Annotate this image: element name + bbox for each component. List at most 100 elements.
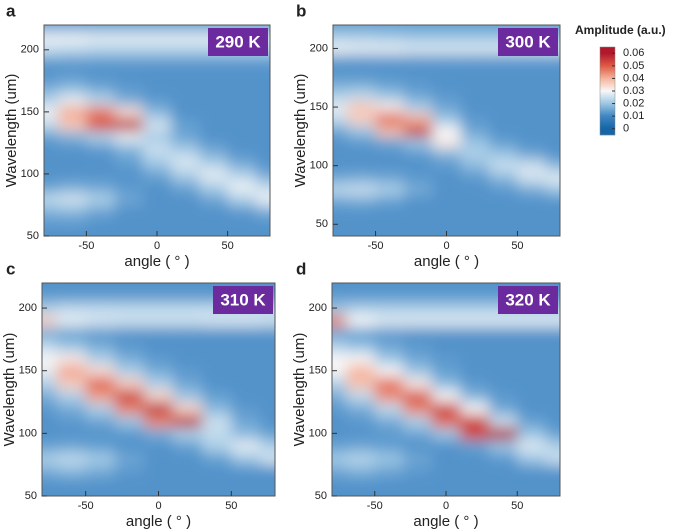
heat-cell	[227, 167, 257, 181]
heat-cell	[42, 326, 58, 340]
heat-cell	[202, 464, 232, 478]
colorbar-swatch	[600, 84, 615, 86]
heat-cell	[199, 155, 229, 169]
heat-cell	[460, 159, 490, 173]
colorbar-swatch	[600, 100, 615, 102]
heat-cell	[42, 439, 58, 453]
y-tick-label: 50	[27, 230, 39, 242]
heat-cell	[488, 389, 518, 403]
heat-cell	[545, 283, 560, 290]
heat-cell	[346, 402, 376, 416]
heat-cell	[333, 159, 348, 173]
heat-cell	[173, 364, 203, 378]
heat-cell	[333, 171, 348, 184]
heat-cell	[489, 171, 518, 184]
heat-cell	[173, 289, 203, 303]
heat-cell	[44, 43, 59, 57]
heat-cell	[347, 101, 377, 114]
heat-cell	[460, 148, 490, 161]
heat-cell	[375, 25, 405, 32]
heatmap	[44, 25, 270, 236]
heat-cell	[143, 283, 174, 290]
heat-cell	[545, 101, 560, 114]
heat-cell	[374, 314, 404, 328]
heat-cell	[173, 314, 203, 328]
heat-cell	[142, 43, 172, 57]
heat-cell	[488, 477, 518, 491]
heat-cell	[44, 217, 59, 231]
colorbar-swatch	[600, 93, 615, 95]
heat-cell	[42, 427, 58, 441]
heat-cell	[460, 477, 490, 491]
heat-cell	[346, 452, 376, 466]
heat-cell	[42, 402, 58, 416]
heat-cell	[346, 389, 376, 403]
heat-cell	[171, 31, 200, 45]
heat-cell	[114, 389, 145, 403]
heat-cell	[517, 326, 547, 340]
heat-cell	[260, 339, 275, 353]
heat-cell	[375, 171, 405, 184]
heat-cell	[114, 105, 144, 119]
y-tick-label: 50	[316, 218, 328, 230]
heat-cell	[255, 93, 270, 107]
y-tick-label: 200	[21, 44, 39, 56]
heat-cell	[489, 112, 518, 126]
heat-cell	[333, 66, 348, 79]
heat-cell	[517, 230, 547, 236]
heat-cell	[85, 414, 116, 428]
colorbar-swatch	[600, 72, 615, 74]
heat-cell	[333, 136, 348, 149]
heat-cell	[171, 93, 200, 107]
heat-cell	[86, 68, 116, 82]
heat-cell	[545, 206, 560, 219]
heat-cell	[143, 339, 174, 353]
heat-cell	[403, 54, 433, 67]
colorbar-tick-label: 0.02	[623, 97, 644, 109]
y-tick-label: 100	[310, 160, 328, 172]
heat-cell	[374, 414, 404, 428]
heat-cell	[202, 452, 232, 466]
heat-cell	[227, 192, 257, 206]
heat-cell	[42, 389, 58, 403]
heat-cell	[460, 89, 490, 102]
heat-cell	[545, 376, 560, 390]
colorbar-swatch	[600, 68, 615, 70]
heat-cell	[202, 314, 232, 328]
heat-cell	[114, 25, 144, 32]
heat-cell	[231, 489, 261, 496]
heat-cell	[403, 489, 433, 496]
colorbar-swatch	[600, 59, 615, 61]
heat-cell	[114, 464, 145, 478]
heat-cell	[374, 477, 404, 491]
heat-cell	[333, 25, 348, 32]
heat-cell	[86, 155, 116, 169]
heat-cell	[56, 464, 87, 478]
y-tick-label: 50	[315, 490, 327, 502]
heat-cell	[333, 218, 348, 231]
heat-cell	[347, 171, 377, 184]
heat-cell	[517, 112, 547, 126]
colorbar-swatch	[600, 47, 615, 49]
heat-cell	[460, 136, 490, 149]
heat-cell	[332, 489, 347, 496]
heat-cell	[173, 427, 203, 441]
heat-cell	[260, 376, 275, 390]
x-tick-label: 0	[443, 240, 449, 252]
colorbar-swatch	[600, 75, 615, 77]
heat-cell	[42, 314, 58, 328]
colorbar-swatch	[600, 129, 615, 131]
heat-cell	[231, 376, 261, 390]
heatmap-cells	[44, 25, 270, 236]
heat-cell	[260, 326, 275, 340]
heat-cell	[173, 389, 203, 403]
heat-cell	[44, 56, 59, 69]
heat-cell	[42, 452, 58, 466]
colorbar-swatch	[600, 126, 615, 128]
heat-cell	[44, 142, 59, 156]
heat-cell	[114, 489, 145, 496]
colorbar-swatch	[600, 116, 615, 118]
heat-cell	[545, 364, 560, 378]
heat-cell	[199, 192, 229, 206]
y-axis-label: Wavelength (um)	[292, 74, 309, 188]
